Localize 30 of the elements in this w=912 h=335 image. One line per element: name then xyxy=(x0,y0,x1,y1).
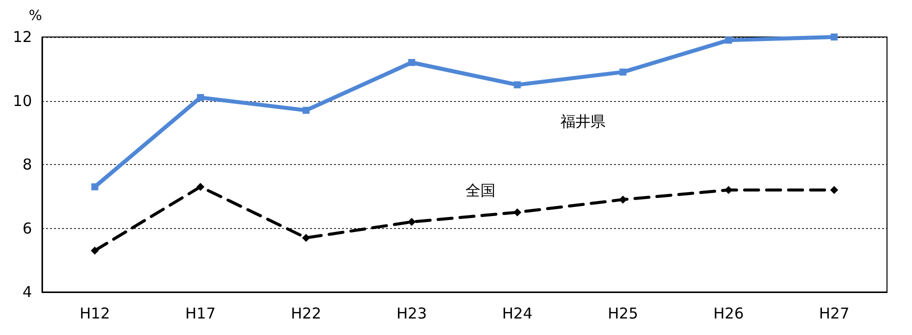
y-tick-label: 6 xyxy=(22,219,32,238)
point xyxy=(408,218,416,226)
point xyxy=(830,186,838,194)
point xyxy=(302,106,310,114)
x-tick-label: H26 xyxy=(713,304,744,322)
x-tick-label: H24 xyxy=(502,304,532,322)
point xyxy=(91,183,98,190)
point xyxy=(196,182,204,191)
text: 福井県 xyxy=(560,112,606,131)
x-tick-label: H12 xyxy=(80,304,110,322)
series-label: 全国 xyxy=(466,182,496,200)
y-tick-label: 12 xyxy=(12,28,32,46)
point xyxy=(90,246,99,255)
x-tick-label: H27 xyxy=(819,304,850,322)
point xyxy=(619,68,626,76)
y-tick-label: 10 xyxy=(12,92,32,110)
y-tick-label: 8 xyxy=(22,156,32,174)
x-tick-label: H22 xyxy=(290,304,322,322)
point xyxy=(830,34,838,40)
point xyxy=(514,81,521,88)
point xyxy=(725,36,732,44)
point xyxy=(513,208,522,216)
point xyxy=(408,59,416,66)
x-tick-label: H23 xyxy=(396,304,427,322)
y-tick-label: 4 xyxy=(22,283,32,301)
point xyxy=(196,94,204,102)
x-tick-label: H17 xyxy=(185,304,216,322)
y-axis-title: % xyxy=(28,8,42,24)
x-tick-label: H25 xyxy=(608,304,638,322)
point xyxy=(302,234,310,242)
